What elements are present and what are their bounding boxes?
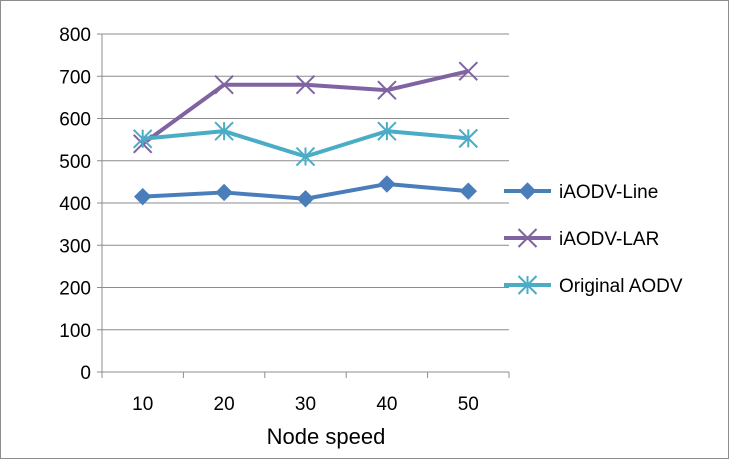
gridlines xyxy=(102,33,509,331)
legend-marker xyxy=(518,182,537,200)
x-tick-label: 40 xyxy=(376,394,397,415)
y-tick-label: 400 xyxy=(59,194,91,215)
legend-label: iAODV-Line xyxy=(559,182,658,203)
legend: iAODV-Line iAODV-LAR Original AODV xyxy=(504,182,683,297)
data-point xyxy=(133,187,152,206)
series-original-aodv xyxy=(132,121,479,167)
y-tick-label: 800 xyxy=(59,25,91,46)
y-tick-label: 600 xyxy=(59,110,91,131)
y-tick-label: 500 xyxy=(59,152,91,173)
data-point xyxy=(377,80,397,100)
data-point xyxy=(214,74,234,95)
series-iaodv-line xyxy=(133,175,478,208)
legend-item: iAODV-Line xyxy=(504,182,658,203)
x-axis-title: Node speed xyxy=(267,424,386,449)
x-tick-label: 50 xyxy=(458,394,479,415)
series-group xyxy=(132,61,479,208)
axes xyxy=(97,33,510,378)
data-point xyxy=(458,61,479,81)
x-tick-label: 30 xyxy=(295,394,316,415)
y-tick-label: 300 xyxy=(59,236,91,257)
legend-marker xyxy=(517,275,538,295)
legend-item: iAODV-LAR xyxy=(504,228,659,250)
data-point xyxy=(296,190,315,208)
y-tick-labels: 0 100 200 300 400 500 600 700 800 xyxy=(59,25,91,384)
y-tick-label: 0 xyxy=(80,363,91,384)
x-tick-labels: 10 20 30 40 50 xyxy=(132,394,479,415)
data-point xyxy=(214,121,234,141)
data-point xyxy=(295,146,316,167)
x-tick-label: 10 xyxy=(132,394,153,415)
data-point xyxy=(295,74,316,95)
legend-item: Original AODV xyxy=(504,275,683,297)
legend-label: Original AODV xyxy=(559,276,683,297)
y-tick-label: 200 xyxy=(59,279,91,300)
data-point xyxy=(459,182,478,200)
legend-marker xyxy=(517,228,538,248)
data-point xyxy=(378,175,396,193)
y-tick-label: 100 xyxy=(59,321,91,342)
data-point xyxy=(377,121,397,141)
y-tick-label: 700 xyxy=(59,67,91,88)
x-tick-label: 20 xyxy=(214,394,235,415)
data-point xyxy=(458,128,479,149)
legend-label: iAODV-LAR xyxy=(559,229,659,250)
data-point xyxy=(132,129,153,149)
data-point xyxy=(215,183,233,202)
